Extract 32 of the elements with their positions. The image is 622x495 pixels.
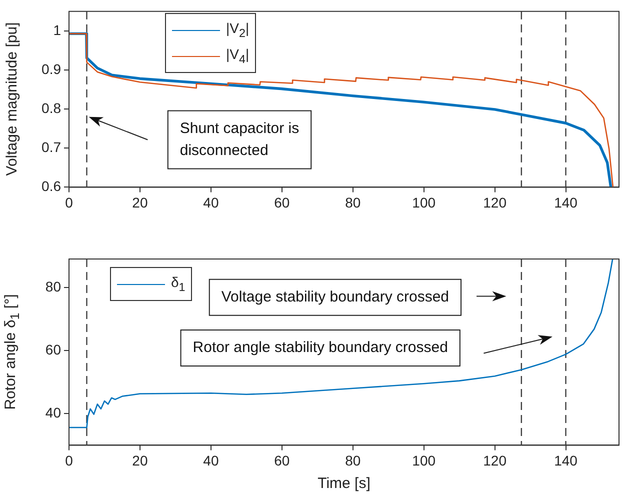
y-tick-label: 80 <box>45 278 62 294</box>
x-tick-label: 40 <box>203 452 219 468</box>
x-tick-label: 0 <box>65 194 74 210</box>
x-tick-label: 20 <box>132 452 148 468</box>
x-tick-label: 40 <box>203 194 219 210</box>
y-axis-title: Voltage magnitude [pu] <box>4 22 20 176</box>
y-tick-label: 0.8 <box>42 100 62 116</box>
x-tick-label: 60 <box>274 452 290 468</box>
x-tick-label: 100 <box>412 452 436 468</box>
x-tick-label: 0 <box>65 452 74 468</box>
x-tick-label: 60 <box>274 194 290 210</box>
legend-label: δ$_{1}$ <box>171 274 186 294</box>
y-tick-label: 0.7 <box>42 138 62 155</box>
annotation: Rotor angle stability boundary crossed <box>192 339 448 356</box>
x-tick-label: 100 <box>412 194 436 210</box>
legend-label: |V$_{4}$| <box>226 46 250 66</box>
legend-label: |V$_{2}$| <box>226 20 250 40</box>
y-tick-label: 60 <box>45 341 62 358</box>
x-tick-label: 120 <box>483 452 507 468</box>
x-tick-label: 140 <box>554 452 578 468</box>
y-tick-label: 0.9 <box>42 60 62 77</box>
y-tick-label: 0.6 <box>42 178 62 194</box>
x-axis-title: Time [s] <box>318 475 370 492</box>
y-tick-label: 1 <box>53 22 62 38</box>
x-tick-label: 80 <box>345 194 361 210</box>
x-tick-label: 20 <box>132 194 148 210</box>
annotation: Voltage stability boundary crossed <box>221 288 450 306</box>
annotation: Shunt capacitor is disconnected <box>180 120 300 159</box>
x-tick-label: 120 <box>483 194 507 210</box>
y-tick-label: 40 <box>45 404 62 420</box>
x-tick-label: 80 <box>345 452 361 468</box>
x-tick-label: 140 <box>554 194 578 210</box>
